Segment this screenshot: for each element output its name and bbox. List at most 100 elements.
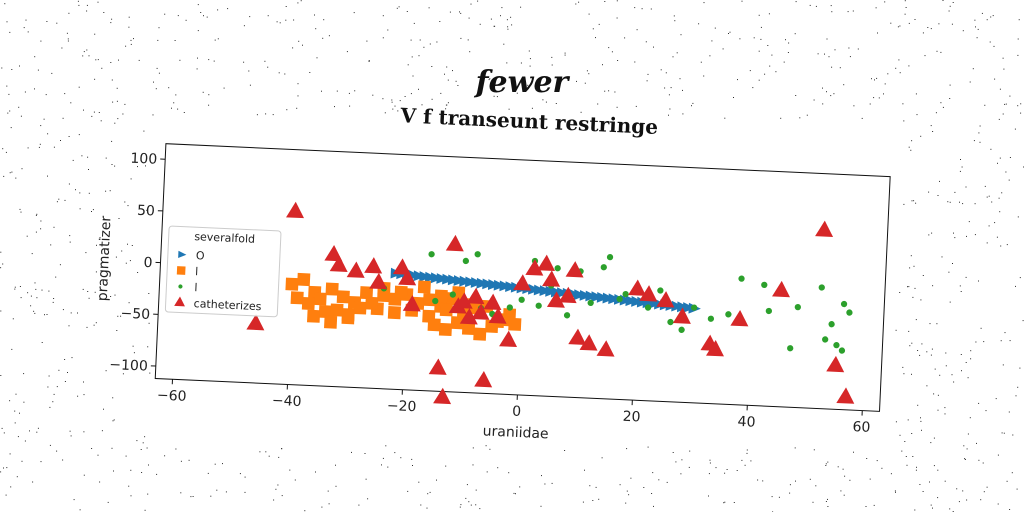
noise-speck — [825, 501, 827, 502]
noise-speck — [974, 203, 976, 205]
legend-title: severalfold — [194, 230, 255, 246]
data-point — [725, 311, 732, 318]
noise-speck — [94, 33, 96, 35]
noise-speck — [423, 46, 425, 48]
noise-speck — [309, 72, 311, 73]
noise-speck — [733, 502, 735, 503]
noise-speck — [827, 461, 829, 463]
noise-speck — [1003, 432, 1005, 434]
noise-speck — [861, 117, 863, 119]
noise-speck — [908, 330, 910, 332]
noise-speck — [895, 329, 897, 331]
noise-speck — [901, 450, 903, 452]
data-point — [815, 220, 834, 238]
data-point — [346, 261, 365, 278]
noise-speck — [894, 490, 896, 492]
noise-speck — [920, 420, 922, 422]
noise-speck — [604, 1, 606, 2]
noise-speck — [752, 87, 754, 89]
noise-speck — [59, 264, 61, 266]
noise-speck — [940, 51, 942, 53]
noise-speck — [746, 452, 748, 454]
noise-speck — [729, 31, 731, 33]
noise-speck — [750, 460, 752, 462]
noise-speck — [203, 15, 204, 17]
data-point — [846, 309, 853, 316]
noise-speck — [217, 38, 219, 40]
noise-speck — [40, 125, 42, 127]
noise-speck — [551, 56, 553, 58]
noise-speck — [137, 272, 139, 273]
noise-speck — [130, 469, 132, 471]
noise-speck — [899, 434, 901, 436]
noise-speck — [114, 165, 116, 167]
noise-speck — [431, 98, 433, 100]
noise-speck — [52, 301, 54, 303]
y-tick-label: −100 — [109, 357, 148, 375]
noise-speck — [586, 70, 588, 72]
data-point — [508, 317, 522, 331]
noise-speck — [983, 341, 985, 343]
noise-speck — [125, 455, 127, 457]
noise-speck — [335, 464, 336, 466]
noise-speck — [986, 486, 988, 488]
noise-speck — [276, 21, 278, 23]
noise-speck — [715, 467, 717, 469]
noise-speck — [20, 297, 22, 299]
noise-speck — [79, 192, 81, 194]
noise-speck — [966, 448, 968, 450]
noise-speck — [323, 19, 325, 21]
noise-speck — [926, 385, 928, 387]
noise-speck — [112, 420, 114, 422]
noise-speck — [634, 7, 636, 9]
noise-speck — [297, 83, 299, 85]
noise-speck — [158, 27, 160, 29]
noise-speck — [580, 111, 582, 113]
noise-speck — [595, 486, 597, 488]
noise-speck — [243, 61, 245, 63]
noise-speck — [118, 59, 119, 61]
data-point — [285, 277, 299, 291]
noise-speck — [966, 499, 968, 501]
data-point — [473, 327, 487, 341]
noise-speck — [551, 64, 553, 66]
noise-speck — [903, 120, 905, 122]
noise-speck — [327, 490, 329, 492]
noise-speck — [68, 325, 70, 327]
noise-speck — [130, 178, 132, 180]
noise-speck — [626, 448, 628, 450]
noise-speck — [314, 14, 315, 16]
noise-speck — [214, 463, 216, 465]
noise-speck — [110, 296, 112, 297]
noise-speck — [284, 73, 286, 75]
noise-speck — [986, 196, 988, 198]
noise-speck — [87, 156, 89, 158]
noise-speck — [645, 41, 647, 43]
data-point — [318, 304, 332, 319]
noise-speck — [674, 20, 676, 22]
noise-speck — [908, 22, 910, 24]
noise-speck — [142, 442, 144, 444]
noise-speck — [21, 168, 23, 170]
noise-speck — [138, 59, 140, 61]
data-point — [765, 307, 773, 315]
noise-speck — [647, 73, 649, 75]
noise-speck — [597, 103, 599, 105]
noise-speck — [837, 466, 839, 468]
noise-speck — [196, 68, 198, 70]
y-axis-label: pragmatizer — [95, 215, 115, 301]
noise-speck — [101, 67, 103, 69]
noise-speck — [937, 394, 939, 396]
data-point — [433, 387, 452, 405]
noise-speck — [489, 78, 491, 80]
noise-speck — [82, 55, 84, 57]
noise-speck — [392, 108, 394, 110]
noise-speck — [475, 504, 477, 506]
noise-speck — [812, 501, 814, 503]
noise-speck — [99, 481, 101, 483]
noise-speck — [149, 372, 151, 374]
noise-speck — [278, 456, 280, 458]
noise-speck — [1008, 411, 1010, 413]
noise-speck — [1016, 488, 1018, 490]
